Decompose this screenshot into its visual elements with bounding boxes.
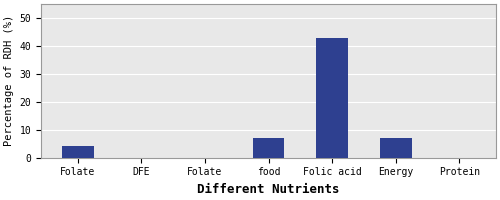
Bar [252,138,284,158]
X-axis label: Different Nutrients: Different Nutrients [198,183,340,196]
Bar [316,38,348,158]
Bar [62,146,94,158]
Bar [380,138,412,158]
Y-axis label: Percentage of RDH (%): Percentage of RDH (%) [4,15,14,146]
